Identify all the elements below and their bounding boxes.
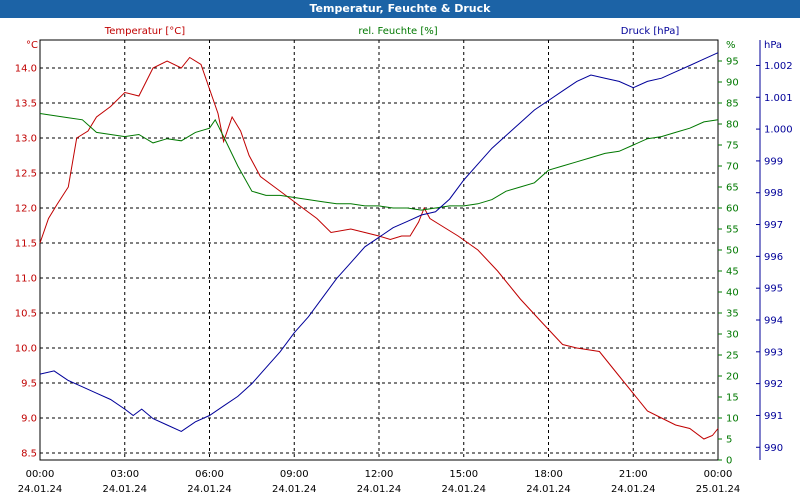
series-label: Druck [hPa] [621,26,680,37]
date-tick-label: 24.01.24 [18,484,63,495]
date-tick-label: 24.01.24 [272,484,317,495]
pressure-tick-label: 997 [764,220,783,231]
date-tick-label: 24.01.24 [611,484,656,495]
line-chart: °C 8.5 9.0 9.5 10.0 10.5 11.0 11.5 12.0 12.5 13.0 1… [15,26,793,495]
pressure-tick-label: 995 [764,284,783,295]
humidity-tick-label: 90 [726,78,739,89]
humidity-tick-label: 5 [726,435,732,446]
temperature-unit-label: °C [26,40,38,51]
pressure-tick-label: 990 [764,443,783,454]
humidity-tick-label: 40 [726,288,739,299]
humidity-tick-label: 80 [726,120,739,131]
date-tick-label: 24.01.24 [187,484,232,495]
series-labels: Temperatur [°C] rel. Feuchte [%] Druck [hP… [104,26,680,37]
temperature-tick-label: 14.0 [15,64,37,75]
time-tick-label: 12:00 [365,469,394,480]
data-series [39,52,719,440]
pressure-tick-label: 1.001 [764,93,793,104]
series-label: Temperatur [°C] [104,26,185,37]
temperature-tick-label: 13.5 [15,99,37,110]
pressure-axis: 990 991 992 993 994 995 996 997 998 999 1.000 1.001… [756,40,793,454]
humidity-tick-label: 60 [726,204,739,215]
humidity-tick-label: 15 [726,393,739,404]
humidity-tick-label: 65 [726,183,739,194]
time-tick-label: 00:00 [704,469,733,480]
pressure-tick-label: 996 [764,252,783,263]
humidity-axis: 0 5 10 15 20 25 30 35 40 45 50 55 60 65 70 75 80 85 90 95% [718,40,739,467]
temperature-tick-label: 9.5 [21,379,37,390]
date-tick-label: 24.01.24 [357,484,402,495]
date-tick-label: 24.01.24 [102,484,147,495]
humidity-tick-label: 35 [726,309,739,320]
temperature-axis: °C 8.5 9.0 9.5 10.0 10.5 11.0 11.5 12.0 12.5 13.0 1… [15,40,38,460]
series-label: rel. Feuchte [%] [358,26,437,37]
pressure-tick-label: 1.002 [764,61,793,72]
humidity-tick-label: 45 [726,267,739,278]
pressure-tick-label: 991 [764,411,783,422]
humidity-tick-label: 10 [726,414,739,425]
grid-lines [39,40,719,460]
temperature-tick-label: 8.5 [21,449,37,460]
pressure-tick-label: 994 [764,316,783,327]
temperature-tick-label: 13.0 [15,134,37,145]
temperature-tick-label: 10.0 [15,344,37,355]
humidity-tick-label: 75 [726,141,739,152]
humidity-tick-label: 55 [726,225,739,236]
date-tick-label: 24.01.24 [441,484,486,495]
pressure-tick-label: 992 [764,379,783,390]
pressure-tick-label: 998 [764,188,783,199]
pressure-tick-label: 993 [764,347,783,358]
time-axis: 00:00 24.01.24 03:00 24.01.24 06:00 24.01.24 0… [18,469,741,495]
time-tick-label: 15:00 [449,469,478,480]
temperature-tick-label: 12.0 [15,204,37,215]
time-tick-label: 06:00 [195,469,224,480]
temperature-series-line [39,56,719,440]
humidity-series-line [39,113,719,211]
pressure-series-line [39,52,719,432]
chart-title: Temperatur, Feuchte & Druck [0,0,800,18]
time-tick-label: 03:00 [110,469,139,480]
humidity-tick-label: 85 [726,99,739,110]
time-tick-label: 00:00 [26,469,55,480]
pressure-tick-label: 999 [764,156,783,167]
humidity-tick-label: 50 [726,246,739,257]
temperature-tick-label: 11.0 [15,274,37,285]
pressure-unit-label: hPa [764,40,782,51]
humidity-unit-label: % [726,40,736,51]
humidity-tick-label: 70 [726,162,739,173]
date-tick-label: 25.01.24 [696,484,741,495]
date-tick-label: 24.01.24 [526,484,571,495]
temperature-tick-label: 11.5 [15,239,37,250]
humidity-tick-label: 30 [726,330,739,341]
chart-area: °C 8.5 9.0 9.5 10.0 10.5 11.0 11.5 12.0 12.5 13.0 1… [0,18,800,500]
humidity-tick-label: 95 [726,57,739,68]
humidity-tick-label: 25 [726,351,739,362]
temperature-tick-label: 12.5 [15,169,37,180]
time-tick-label: 18:00 [534,469,563,480]
humidity-tick-label: 20 [726,372,739,383]
humidity-tick-label: 0 [726,456,732,467]
pressure-tick-label: 1.000 [764,125,793,136]
temperature-tick-label: 10.5 [15,309,37,320]
temperature-tick-label: 9.0 [21,414,37,425]
time-tick-label: 21:00 [619,469,648,480]
time-tick-label: 09:00 [280,469,309,480]
